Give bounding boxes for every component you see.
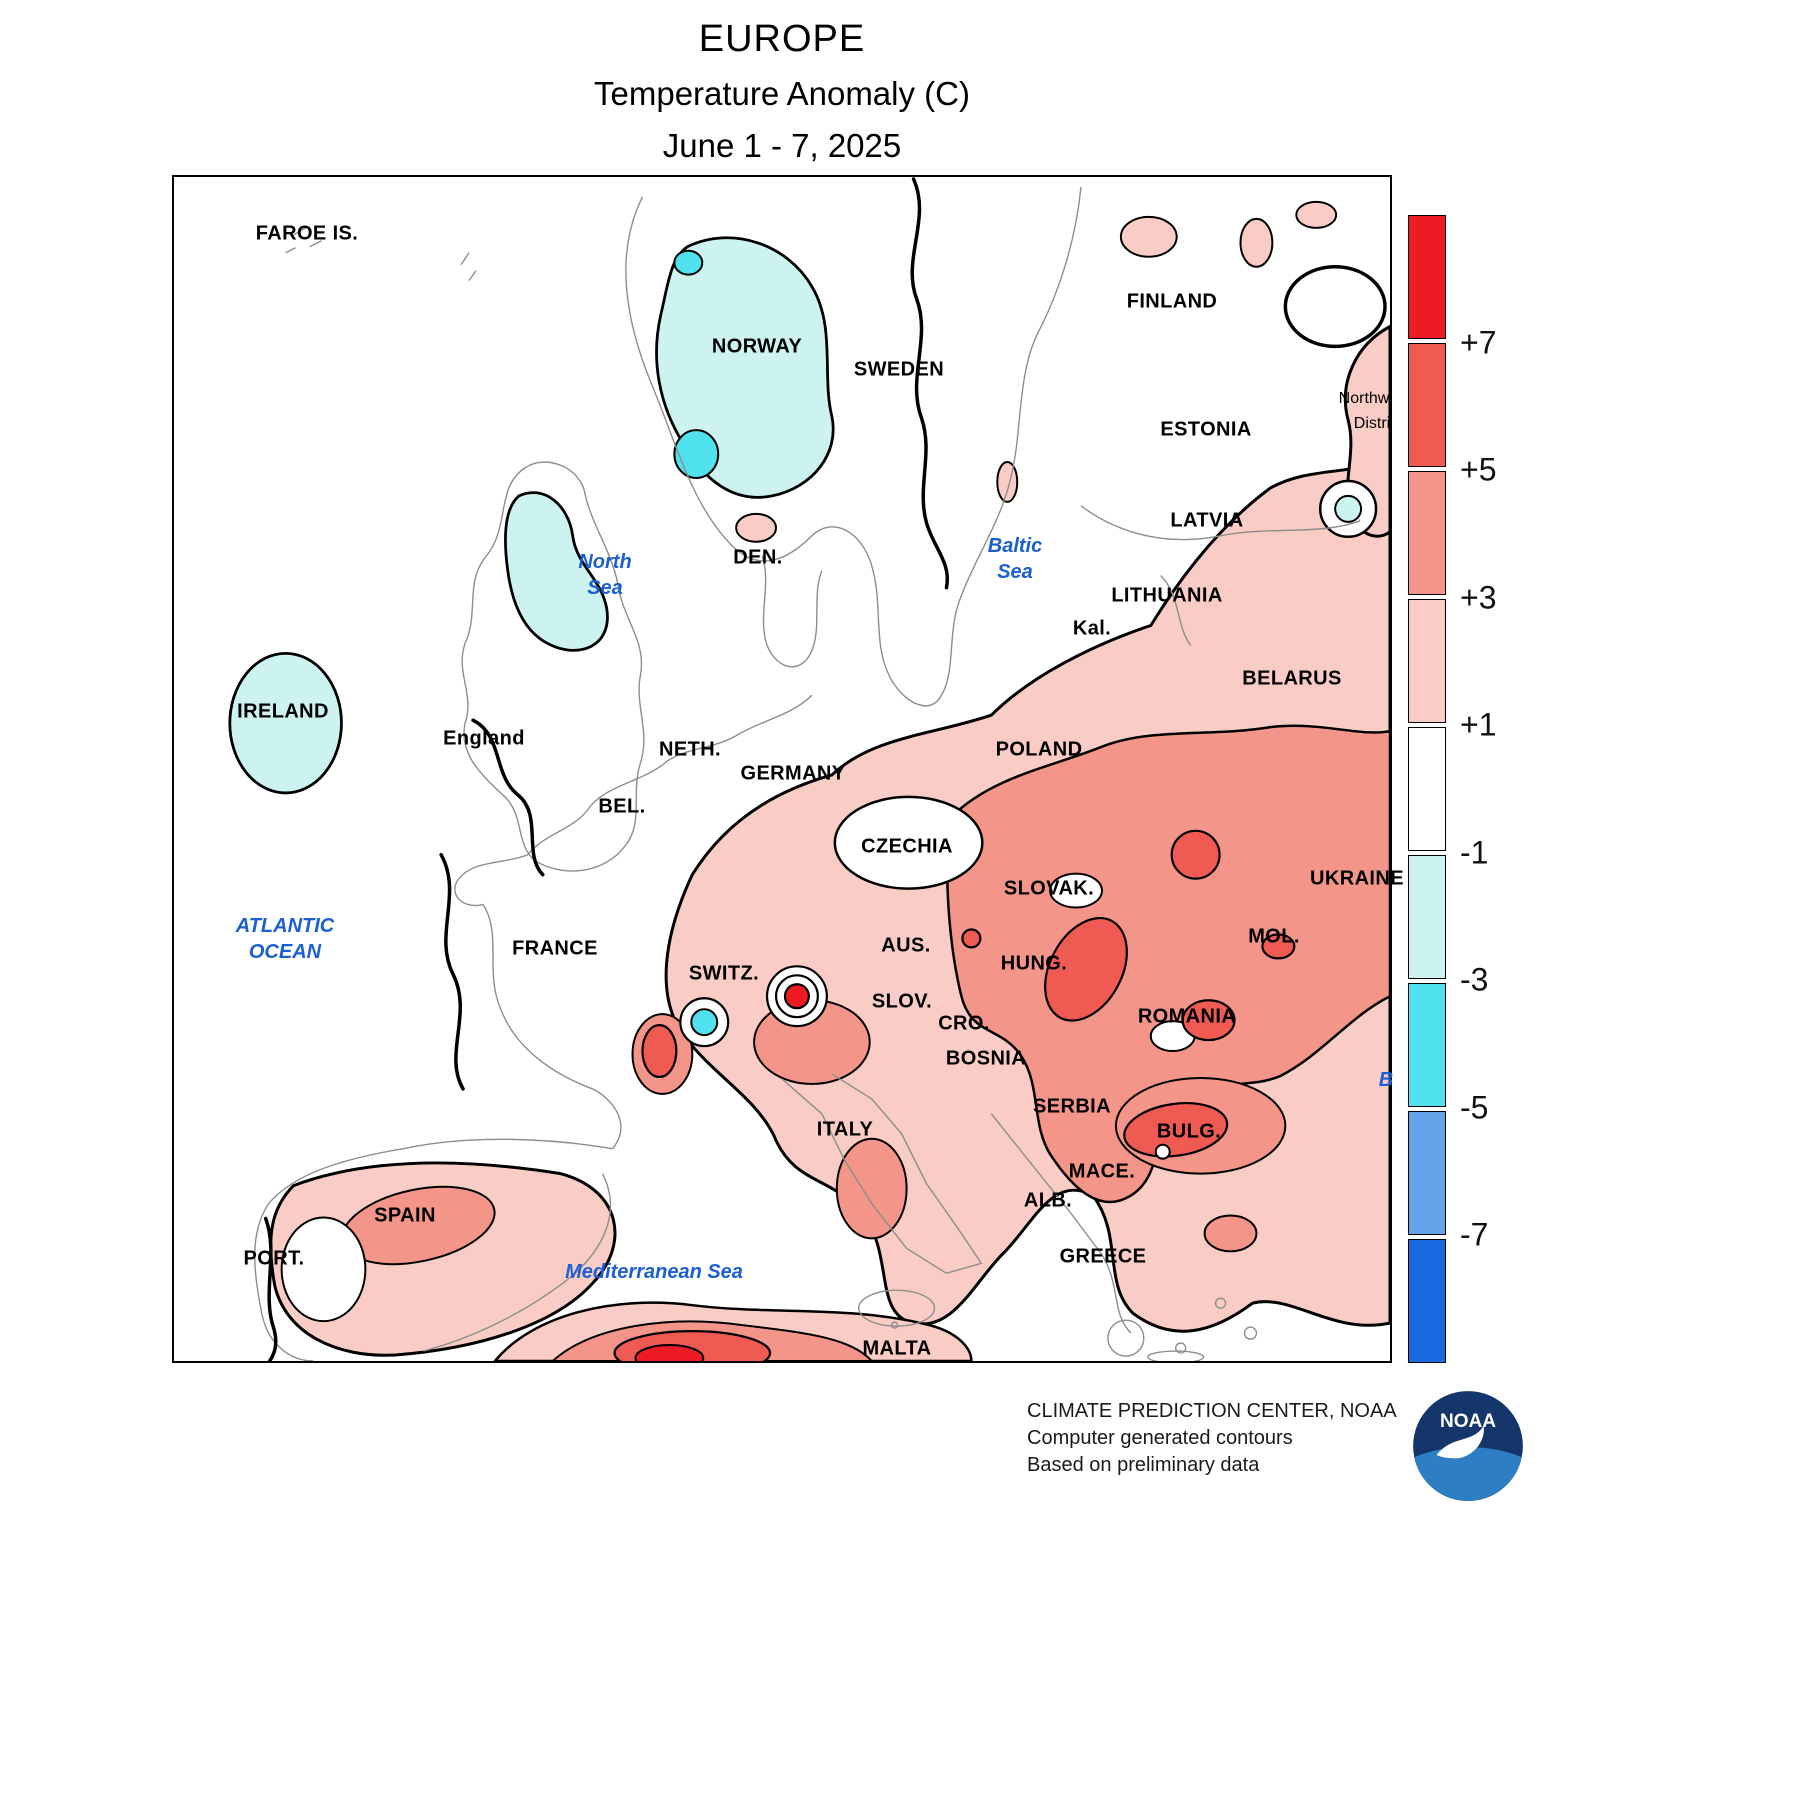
noaa-logo-text: NOAA [1440,1411,1496,1432]
credits-block: CLIMATE PREDICTION CENTER, NOAA Computer… [1027,1398,1397,1479]
legend-value: +1 [1460,706,1497,743]
map-date-range: June 1 - 7, 2025 [662,127,902,164]
legend-cell [1408,215,1446,339]
legend-labels: +7 +5 +3 +1 -1 -3 -5 -7 [1408,215,1578,1363]
legend-cell [1408,471,1446,595]
anomaly-fill-layer [228,200,1390,1361]
legend-cell [1408,343,1446,467]
credits-line-3: Based on preliminary data [1027,1454,1260,1476]
legend-value: -5 [1460,1089,1489,1126]
credits-line-2: Computer generated contours [1027,1427,1293,1449]
noaa-logo: NOAA [1412,1390,1524,1502]
coastline-layer [254,186,1361,1361]
legend-cell [1408,855,1446,979]
alps-hotspot [765,965,828,1028]
legend-cell [1408,1111,1446,1235]
legend-cell [1408,983,1446,1107]
legend-cell [1408,599,1446,723]
contour-layer [263,177,1387,1361]
legend-bar [1408,215,1446,1363]
europe-anomaly-map: FAROE IS. NORWAY SWEDEN FINLAND ESTONIA LATVI… [172,175,1404,1363]
credits-line-1: CLIMATE PREDICTION CENTER, NOAA [1027,1400,1397,1422]
noaa-logo-icon: NOAA [1413,1391,1523,1502]
legend-value: -3 [1460,961,1489,998]
map-title: EUROPE [698,18,866,60]
anomaly-legend: +7 +5 +3 +1 -1 -3 -5 -7 [1408,215,1578,1363]
legend-value: +7 [1460,324,1497,361]
map-subtitle: Temperature Anomaly (C) [594,75,970,112]
europe-map-svg [228,177,1390,1361]
legend-cell [1408,727,1446,851]
legend-cell [1408,1239,1446,1363]
legend-value: +5 [1460,451,1497,488]
legend-value: +3 [1460,579,1497,616]
title-block: EUROPE Temperature Anomaly (C) June 1 - … [172,8,1392,165]
legend-value: -1 [1460,834,1489,871]
legend-value: -7 [1460,1216,1489,1253]
